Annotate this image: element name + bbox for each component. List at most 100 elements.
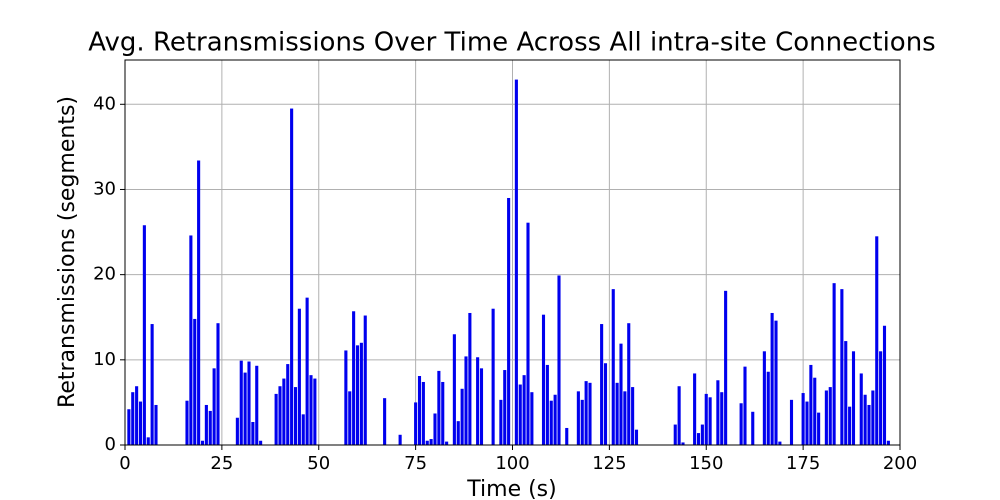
bar bbox=[476, 357, 480, 445]
bar bbox=[840, 289, 844, 445]
y-tick-label: 10 bbox=[93, 349, 116, 370]
bar bbox=[216, 323, 220, 445]
bar bbox=[813, 377, 817, 445]
bar bbox=[282, 378, 286, 445]
bar bbox=[677, 386, 681, 445]
y-tick-label: 40 bbox=[93, 93, 116, 114]
bar bbox=[743, 366, 747, 445]
bar bbox=[530, 392, 534, 445]
chart-title: Avg. Retransmissions Over Time Across Al… bbox=[88, 28, 935, 58]
bar bbox=[305, 297, 309, 445]
bar bbox=[828, 387, 832, 445]
bar bbox=[359, 342, 363, 445]
bar bbox=[615, 382, 619, 445]
bar bbox=[681, 442, 685, 445]
bar bbox=[867, 404, 871, 445]
bar bbox=[429, 439, 433, 445]
bar bbox=[704, 393, 708, 445]
bar bbox=[491, 308, 495, 445]
bar bbox=[859, 373, 863, 445]
bar bbox=[204, 404, 208, 445]
bar bbox=[619, 343, 623, 445]
bar bbox=[693, 373, 697, 445]
bar bbox=[131, 392, 135, 445]
x-tick-label: 25 bbox=[210, 453, 233, 474]
bar bbox=[189, 235, 193, 445]
bar bbox=[545, 364, 549, 445]
plot-frame bbox=[124, 59, 901, 446]
bar bbox=[507, 197, 511, 445]
bar bbox=[848, 406, 852, 445]
bar bbox=[708, 397, 712, 445]
bar bbox=[875, 236, 879, 445]
bar bbox=[456, 421, 460, 445]
bar bbox=[135, 386, 139, 445]
bar bbox=[479, 368, 484, 445]
bar bbox=[212, 368, 216, 445]
y-axis-label: Retransmissions (segments) bbox=[55, 96, 80, 408]
x-tick-label: 150 bbox=[689, 453, 723, 474]
bar bbox=[774, 320, 778, 445]
bar bbox=[789, 399, 794, 445]
bar bbox=[809, 364, 813, 445]
bar bbox=[882, 325, 887, 445]
bar bbox=[286, 364, 290, 445]
bar bbox=[344, 350, 348, 445]
bar bbox=[879, 351, 883, 445]
bar bbox=[278, 386, 282, 445]
bar bbox=[588, 382, 592, 445]
bar bbox=[352, 311, 356, 445]
bar bbox=[503, 370, 507, 445]
bar bbox=[251, 422, 255, 445]
bar bbox=[297, 308, 301, 445]
bar bbox=[627, 323, 631, 445]
bar bbox=[398, 434, 402, 445]
bar bbox=[526, 222, 530, 445]
bar bbox=[185, 400, 189, 445]
x-tick-label: 125 bbox=[592, 453, 626, 474]
bar bbox=[274, 393, 278, 445]
bar bbox=[293, 387, 298, 445]
x-tick-label: 0 bbox=[119, 453, 130, 474]
bar bbox=[243, 372, 247, 445]
bar bbox=[445, 441, 449, 445]
bar bbox=[197, 160, 201, 445]
bar bbox=[739, 403, 743, 445]
bar bbox=[778, 441, 782, 445]
bar bbox=[832, 283, 836, 445]
x-tick-label: 200 bbox=[883, 453, 917, 474]
bar bbox=[313, 378, 317, 445]
bar bbox=[460, 388, 464, 445]
bar bbox=[549, 400, 553, 445]
bar bbox=[805, 401, 809, 445]
bar bbox=[452, 334, 456, 445]
bar bbox=[142, 225, 146, 445]
bar bbox=[239, 360, 243, 445]
bar bbox=[414, 402, 418, 445]
bar bbox=[541, 314, 546, 445]
bar bbox=[235, 417, 239, 445]
bar bbox=[514, 79, 518, 446]
bar bbox=[193, 318, 197, 445]
bar bbox=[770, 312, 774, 445]
bar bbox=[762, 351, 766, 445]
bar bbox=[716, 380, 720, 445]
bar bbox=[700, 424, 704, 445]
bar bbox=[603, 363, 608, 445]
bar bbox=[200, 440, 205, 445]
bar bbox=[824, 390, 828, 445]
bar bbox=[720, 392, 724, 445]
bar bbox=[464, 356, 468, 445]
bar bbox=[348, 391, 352, 445]
x-tick-label: 175 bbox=[786, 453, 820, 474]
bar bbox=[634, 429, 639, 445]
bar bbox=[886, 440, 890, 445]
bar bbox=[150, 324, 154, 445]
bar bbox=[437, 370, 441, 445]
x-tick-label: 50 bbox=[307, 453, 330, 474]
bar bbox=[363, 315, 367, 445]
bar bbox=[522, 375, 526, 445]
bar bbox=[383, 398, 387, 445]
bar bbox=[499, 399, 503, 445]
bar bbox=[631, 387, 635, 445]
